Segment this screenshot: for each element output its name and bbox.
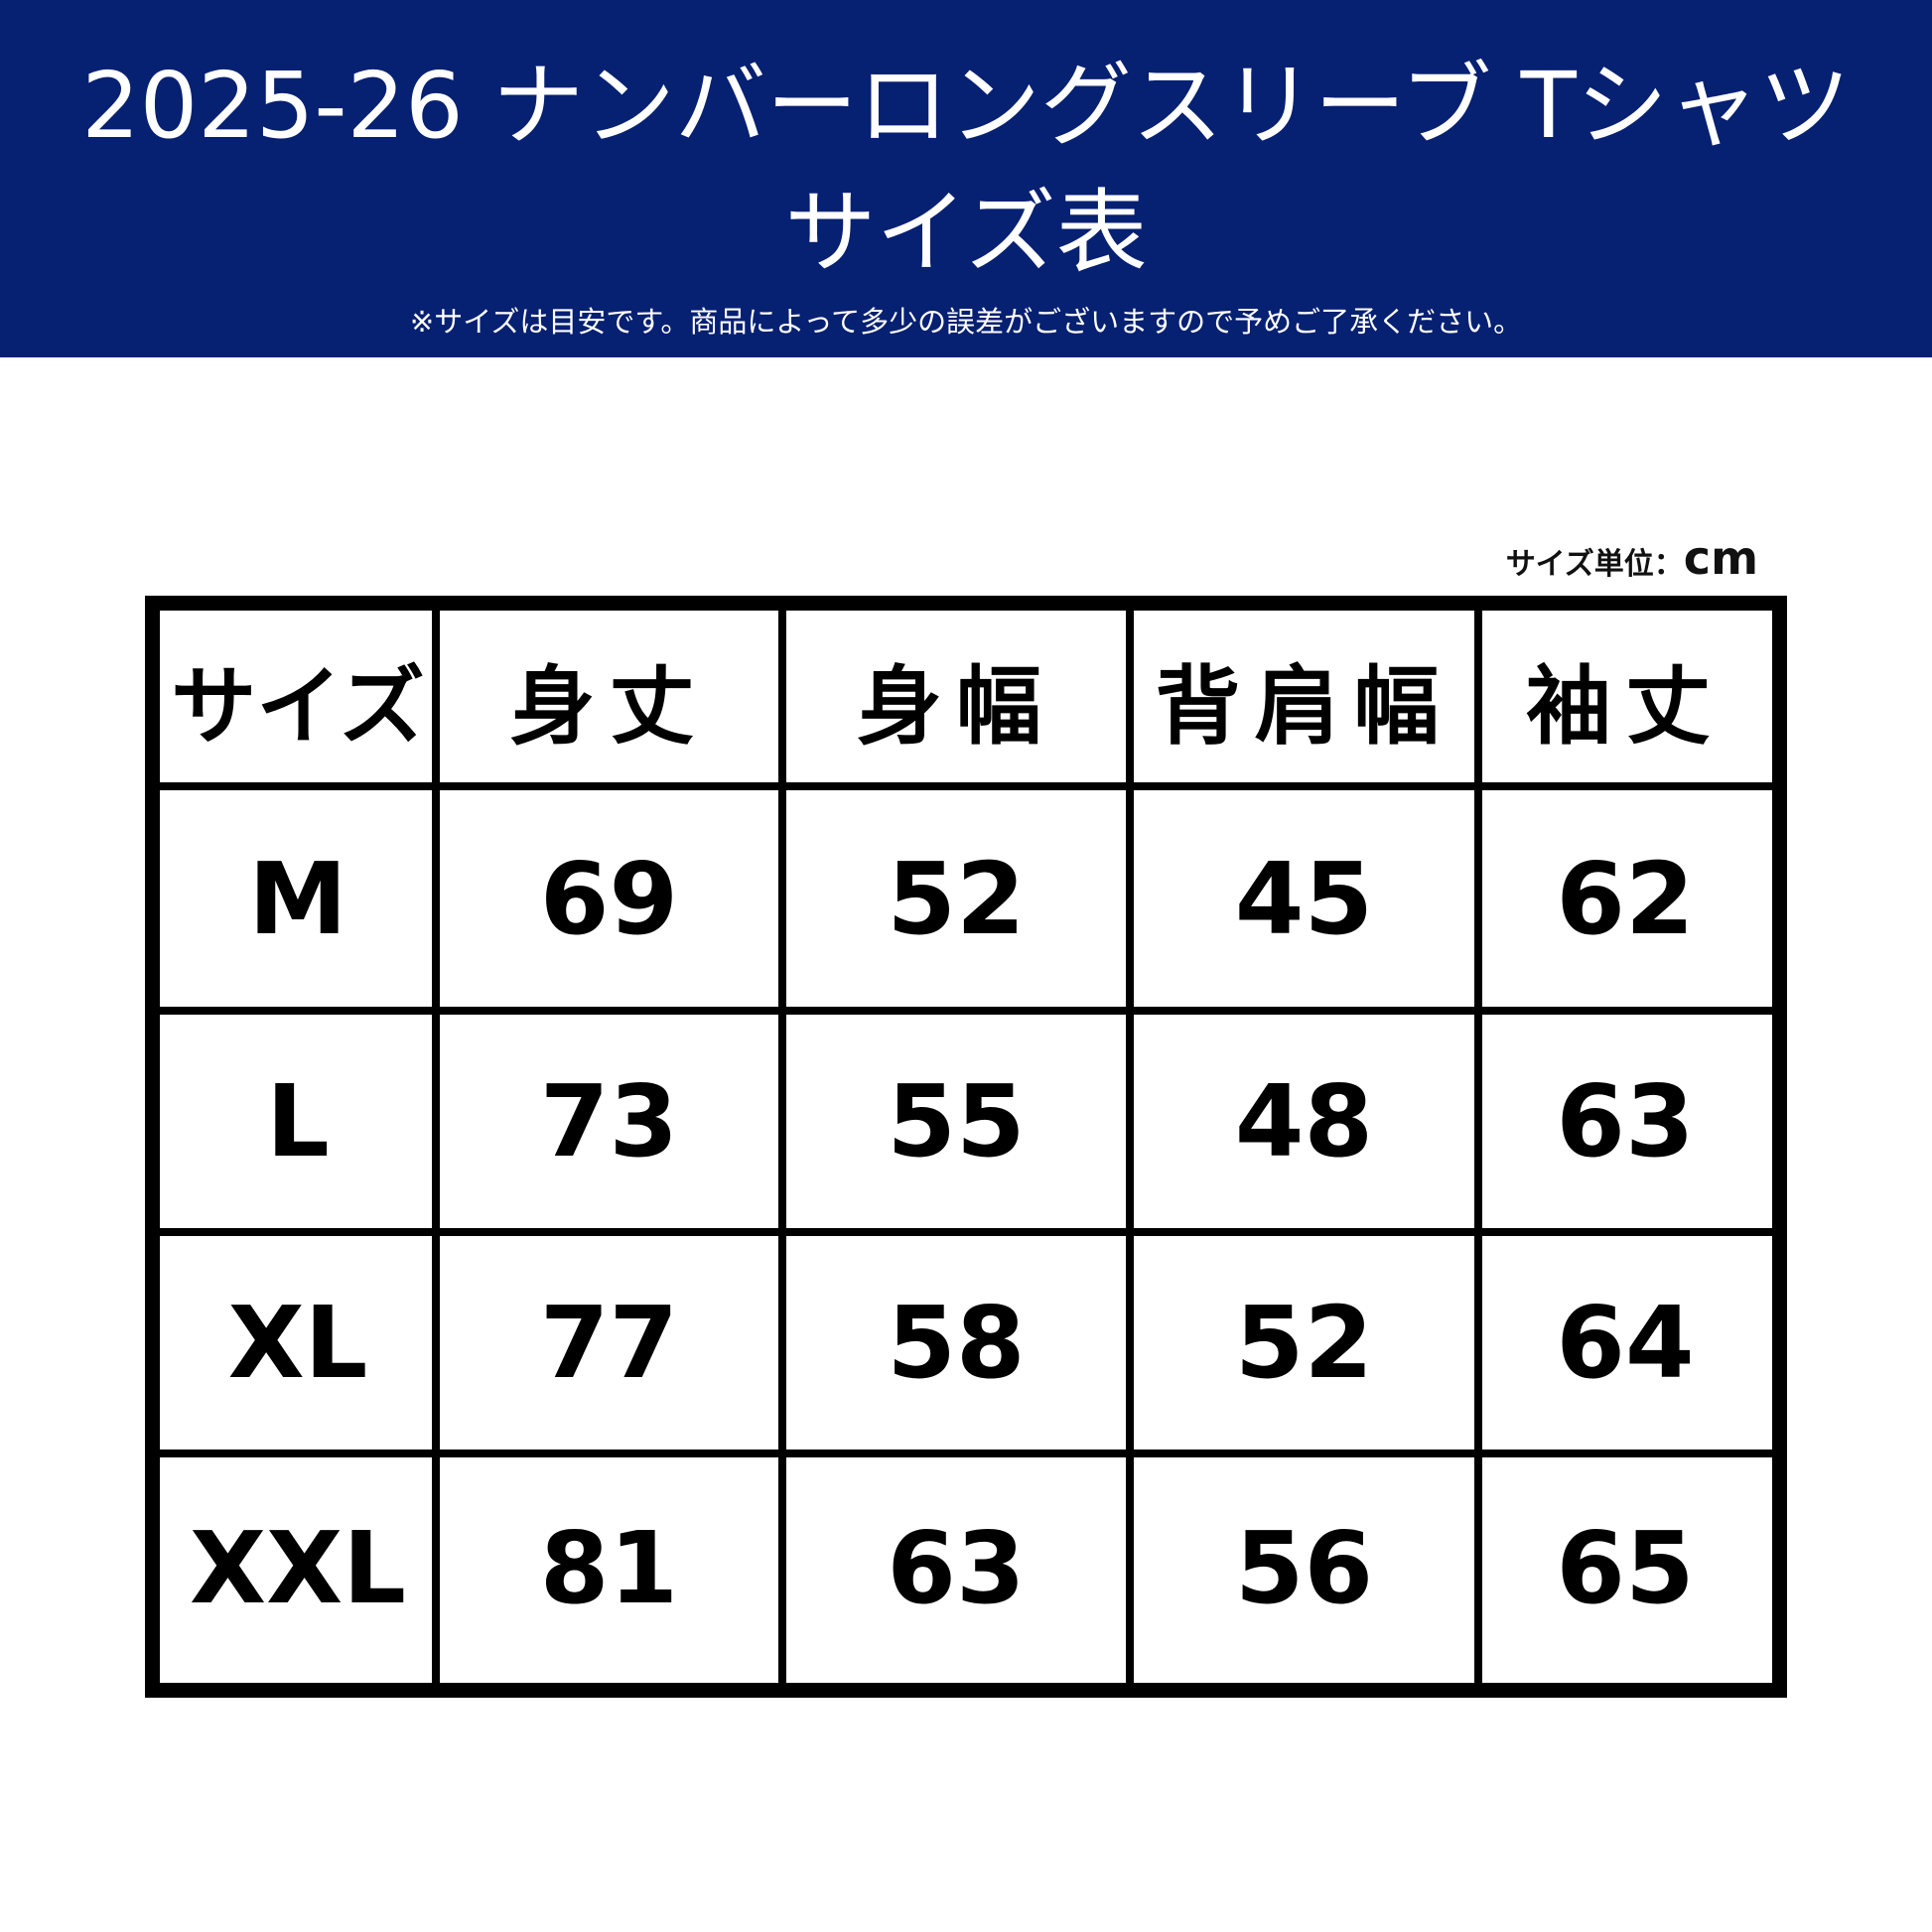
table-cell: 56	[1234, 1510, 1374, 1626]
table-header-cell: 身丈	[509, 657, 709, 757]
table-cell: XXL	[190, 1510, 406, 1626]
table-cell: 48	[1234, 1063, 1374, 1179]
page-title: 2025-26 ナンバーロングスリーブ Tシャツ	[81, 53, 1851, 159]
table-cell: L	[266, 1063, 330, 1179]
table-cell: 69	[539, 840, 679, 957]
table-cell: 81	[539, 1510, 679, 1626]
table-cell: 55	[887, 1063, 1026, 1179]
row-divider	[160, 1449, 1772, 1457]
table-cell: 73	[539, 1063, 679, 1179]
row-divider	[160, 1228, 1772, 1236]
table-cell: 45	[1234, 840, 1374, 957]
table-cell: 64	[1556, 1285, 1695, 1401]
column-divider	[432, 611, 440, 1683]
column-divider	[1126, 611, 1134, 1683]
table-cell: 77	[539, 1285, 679, 1401]
table-cell: 58	[887, 1285, 1026, 1401]
table-cell: 62	[1556, 840, 1695, 957]
unit-label-text: サイズ単位：	[1505, 547, 1684, 582]
table-cell: 63	[887, 1510, 1026, 1626]
table-header-cell: サイズ	[171, 657, 425, 757]
column-divider	[778, 611, 786, 1683]
table-cell: XL	[227, 1285, 368, 1401]
table-cell: M	[248, 840, 347, 957]
row-divider	[160, 782, 1772, 790]
page-subtitle: サイズ表	[784, 180, 1148, 286]
table-cell: 52	[1234, 1285, 1374, 1401]
table-cell: 63	[1556, 1063, 1695, 1179]
column-divider	[1474, 611, 1482, 1683]
table-header-cell: 身幅	[857, 657, 1055, 757]
size-note: ※サイズは目安です。商品によって多少の誤差がございますので予めご了承ください。	[409, 305, 1523, 339]
size-table: サイズ 身丈 身幅 背肩幅 袖丈 M 69 52 45 62 L 73 55 48 63 XL 77 58 52 64…	[145, 596, 1787, 1698]
table-header-cell: 袖丈	[1526, 657, 1725, 757]
row-divider	[160, 1007, 1772, 1015]
unit-label: サイズ単位： cm	[1506, 531, 1758, 585]
unit-value: cm	[1683, 531, 1758, 585]
table-cell: 65	[1556, 1510, 1695, 1626]
table-cell: 52	[887, 840, 1026, 957]
table-header-cell: 背肩幅	[1155, 657, 1453, 757]
header-banner: 2025-26 ナンバーロングスリーブ Tシャツ サイズ表 ※サイズは目安です。…	[0, 0, 1932, 357]
